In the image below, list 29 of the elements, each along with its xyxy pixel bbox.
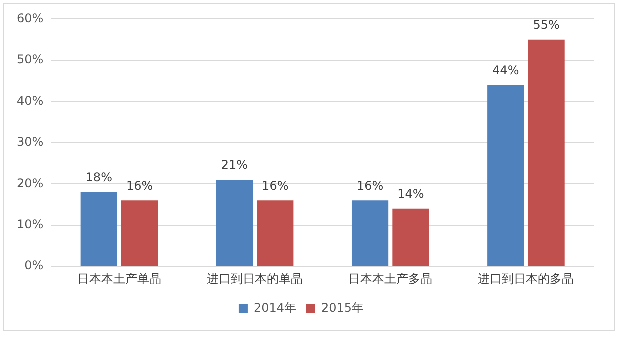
data-label: 16% — [262, 178, 289, 193]
bar — [121, 200, 158, 266]
data-label: 16% — [356, 178, 384, 193]
x-tick-label: 进口到日本的多晶 — [478, 272, 574, 286]
data-label: 44% — [492, 63, 520, 78]
y-tick-label: 0% — [24, 258, 44, 273]
data-label: 14% — [398, 187, 424, 201]
data-label: 55% — [533, 18, 560, 32]
x-tick-label: 进口到日本的单晶 — [207, 272, 304, 286]
data-label: 18% — [86, 170, 112, 185]
y-tick-label: 30% — [17, 135, 44, 150]
bar — [528, 40, 565, 266]
bar — [80, 192, 118, 266]
bar — [352, 200, 389, 266]
y-tick-label: 10% — [17, 217, 44, 232]
y-tick-label: 20% — [17, 176, 44, 190]
y-tick-label: 50% — [17, 52, 44, 67]
data-label: 16% — [126, 178, 154, 193]
y-tick-label: 60% — [17, 11, 44, 26]
bar — [488, 85, 524, 266]
legend-label: 2014年 — [254, 301, 297, 316]
y-tick-label: 40% — [17, 94, 44, 108]
bar — [257, 200, 294, 266]
bar — [392, 208, 430, 266]
legend-label: 2015年 — [322, 301, 364, 316]
bar — [216, 180, 254, 266]
x-tick-label: 日本本土产多晶 — [348, 272, 433, 286]
data-label: 21% — [221, 158, 248, 172]
x-tick-label: 日本本土产单晶 — [77, 272, 162, 286]
